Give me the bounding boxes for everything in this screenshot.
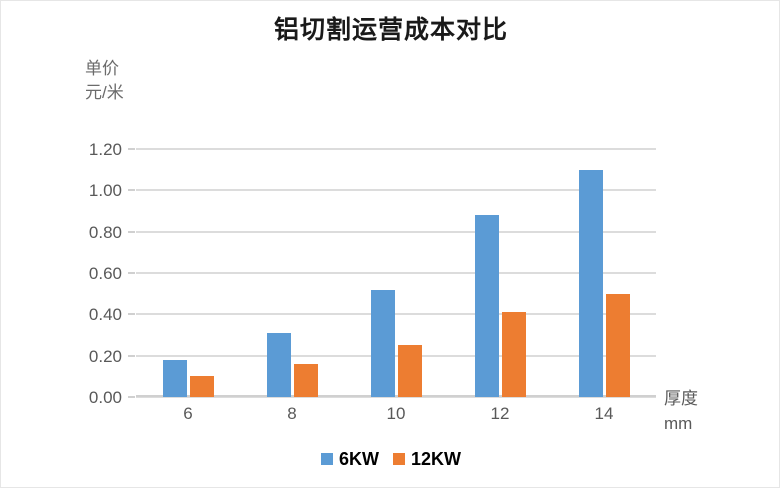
y-tick-label: 0.20 <box>88 346 122 366</box>
x-tick-label: 10 <box>386 404 406 423</box>
x-axis-line <box>136 395 656 397</box>
y-tick-mark <box>128 189 135 192</box>
bar-6KW-12[interactable] <box>474 215 499 397</box>
legend-swatch-icon <box>320 453 333 465</box>
y-axis-title: 单价 元/米 <box>85 59 124 102</box>
gridline <box>136 396 656 398</box>
legend-label: 12KW <box>410 449 461 469</box>
x-tick-label: 6 <box>183 404 193 423</box>
gridline <box>136 272 656 274</box>
legend-entry-12KW[interactable]: 12KW <box>392 449 461 469</box>
y-tick-mark <box>128 313 135 316</box>
gridline <box>136 313 656 316</box>
y-tick-label: 0.00 <box>88 388 122 407</box>
bar-6KW-10[interactable] <box>370 289 395 397</box>
bar-6KW-6[interactable] <box>162 359 187 397</box>
bar-12KW-12[interactable] <box>501 312 526 397</box>
y-tick-mark <box>128 230 135 233</box>
x-axis-title: 厚度 mm <box>664 389 698 433</box>
plot-area <box>136 148 656 398</box>
chart-title: 铝切割运营成本对比 <box>273 16 508 44</box>
y-tick-mark <box>128 272 135 274</box>
legend-swatch-icon <box>392 453 405 465</box>
bar-12KW-8[interactable] <box>293 363 318 397</box>
y-tick-label: 0.60 <box>88 264 122 283</box>
y-tick-label: 0.80 <box>88 222 122 242</box>
x-tick-label: 14 <box>594 404 614 423</box>
gridline <box>136 148 656 150</box>
bar-12KW-6[interactable] <box>189 376 214 397</box>
legend-label: 6KW <box>338 449 379 469</box>
bar-6KW-14[interactable] <box>578 169 603 397</box>
bar-12KW-14[interactable] <box>605 293 630 397</box>
x-tick-label: 8 <box>287 404 297 423</box>
y-tick-label: 1.20 <box>88 140 122 159</box>
chart-legend: 6KW 12KW <box>1 450 780 468</box>
x-tick-label: 12 <box>490 404 510 423</box>
y-tick-label: 0.40 <box>88 305 122 325</box>
y-tick-mark <box>128 148 135 150</box>
y-tick-label: 1.00 <box>88 181 122 201</box>
bar-12KW-10[interactable] <box>397 345 422 397</box>
gridline <box>136 354 656 357</box>
gridline <box>136 230 656 233</box>
gridline <box>136 189 656 192</box>
y-tick-mark <box>128 354 135 357</box>
bar-6KW-8[interactable] <box>266 332 291 397</box>
legend-entry-6KW[interactable]: 6KW <box>320 449 379 469</box>
y-tick-mark <box>128 396 135 398</box>
